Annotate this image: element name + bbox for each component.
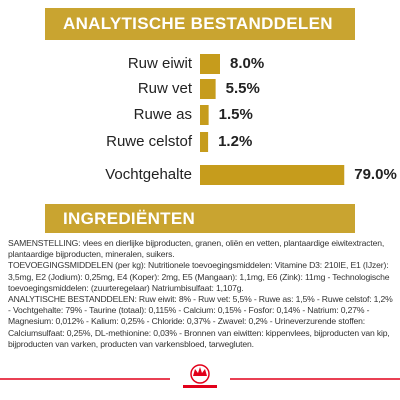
section-header: ANALYTISCHE BESTANDDELEN [45, 8, 355, 40]
bar [200, 54, 220, 74]
category-label: Ruwe as [134, 106, 192, 123]
category-label: Ruw eiwit [128, 55, 193, 72]
bar [200, 79, 216, 99]
logo [183, 364, 217, 388]
category-label: Ruw vet [138, 80, 193, 97]
category-label: Vochtgehalte [105, 166, 192, 183]
bar [200, 105, 209, 125]
bar [200, 132, 209, 152]
footer [0, 364, 400, 396]
value-label: 5.5% [226, 80, 260, 97]
chart: Ruw eiwit 8.0% Ruw vet 5.5% Ruwe as 1.5% Ruwe … [105, 54, 397, 185]
bar [200, 165, 345, 185]
paragraph: SAMENSTELLING: vlees en dierlijke bijpro… [8, 238, 385, 260]
paragraph: ANALYTISCHE BESTANDDELEN: Ruw eiwit: 8% … [8, 294, 393, 349]
value-label: 8.0% [230, 55, 264, 72]
paragraph: TOEVOEGINGSMIDDELEN (per kg): Nutritione… [8, 260, 390, 293]
section-header: INGREDIËNTEN [45, 204, 355, 233]
value-label: 1.2% [218, 133, 252, 150]
value-label: 1.5% [219, 106, 253, 123]
ingredients-text: SAMENSTELLING: vlees en dierlijke bijpro… [8, 238, 394, 350]
category-label: Ruwe celstof [106, 133, 193, 150]
value-label: 79.0% [354, 166, 397, 183]
